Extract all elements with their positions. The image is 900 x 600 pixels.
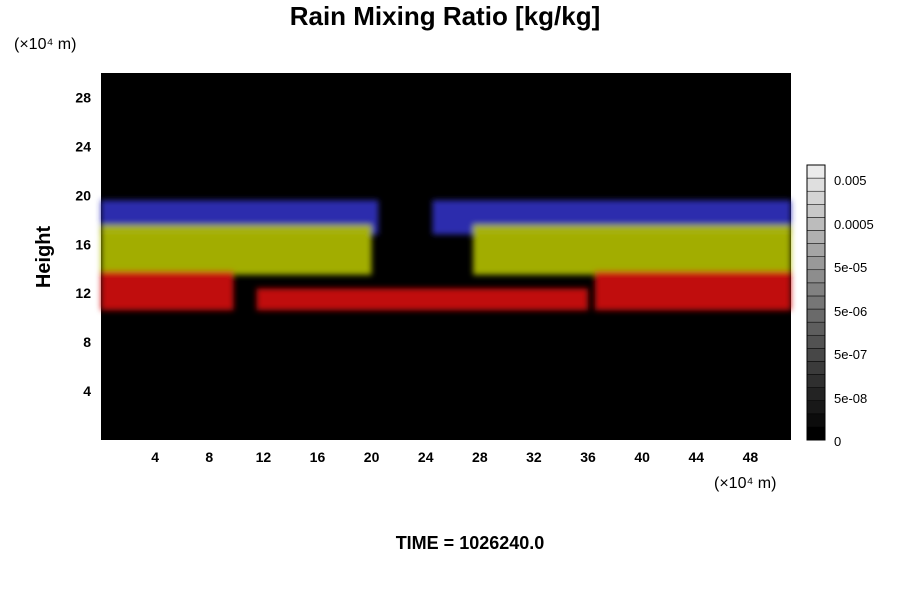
x-tick-label: 24 xyxy=(418,449,434,465)
field-layer-2-segment-1 xyxy=(594,271,791,311)
colorbar-tick-label: 0.005 xyxy=(834,173,867,188)
colorbar xyxy=(806,164,826,441)
field-layer-1-segment-1 xyxy=(473,224,791,275)
x-tick-label: 28 xyxy=(472,449,488,465)
x-tick-label: 20 xyxy=(364,449,380,465)
colorbar-level xyxy=(806,282,826,297)
colorbar-tick-label: 5e-06 xyxy=(834,304,867,319)
x-tick-label: 16 xyxy=(310,449,326,465)
colorbar-level xyxy=(806,177,826,192)
colorbar-level xyxy=(806,308,826,323)
colorbar-ticks: 0.005 0.0005 5e-05 5e-06 5e-07 5e-08 0 xyxy=(834,173,874,449)
colorbar-level xyxy=(806,190,826,205)
field-layers xyxy=(101,200,791,311)
x-tick-label: 4 xyxy=(151,449,159,465)
field-layer-3-segment-0 xyxy=(256,288,589,311)
y-tick-label: 16 xyxy=(75,236,91,252)
x-axis-ticks: 4 8 12 16 20 24 28 32 36 40 44 48 xyxy=(151,449,758,465)
x-tick-label: 36 xyxy=(580,449,596,465)
colorbar-level xyxy=(806,243,826,257)
colorbar-level xyxy=(806,348,826,362)
colorbar-level xyxy=(806,400,826,415)
colorbar-tick-label: 5e-07 xyxy=(834,347,867,362)
colorbar-tick-label: 5e-05 xyxy=(834,260,867,275)
x-tick-label: 48 xyxy=(743,449,759,465)
colorbar-level xyxy=(806,295,826,310)
chart-title: Rain Mixing Ratio [kg/kg] xyxy=(290,1,601,31)
colorbar-level xyxy=(806,413,826,428)
y-tick-label: 8 xyxy=(83,334,91,350)
colorbar-level xyxy=(806,256,826,271)
x-tick-label: 40 xyxy=(634,449,650,465)
y-tick-label: 4 xyxy=(83,383,91,399)
colorbar-level xyxy=(806,230,826,244)
colorbar-level xyxy=(806,164,826,179)
colorbar-level xyxy=(806,334,826,349)
time-label: TIME = 1026240.0 xyxy=(396,533,545,553)
y-axis-ticks: 4 8 12 16 20 24 28 xyxy=(75,89,91,399)
colorbar-level xyxy=(806,426,826,441)
x-tick-label: 8 xyxy=(205,449,213,465)
colorbar-tick-label: 5e-08 xyxy=(834,391,867,406)
x-tick-label: 44 xyxy=(689,449,705,465)
y-unit-label: (×10⁴ m) xyxy=(14,36,76,53)
colorbar-level xyxy=(806,217,826,231)
x-unit-label: (×10⁴ m) xyxy=(714,475,776,492)
colorbar-frame xyxy=(806,164,826,441)
field-layer-1-segment-0 xyxy=(101,224,372,275)
colorbar-level xyxy=(806,361,826,375)
colorbar-tick-label: 0 xyxy=(834,434,841,449)
x-tick-label: 12 xyxy=(256,449,272,465)
field-layer-2-segment-0 xyxy=(101,271,234,311)
y-tick-label: 28 xyxy=(75,89,91,105)
y-axis-label: Height xyxy=(33,226,55,289)
y-tick-label: 24 xyxy=(75,138,91,154)
colorbar-level xyxy=(806,204,826,218)
y-tick-label: 20 xyxy=(75,187,91,203)
colorbar-level xyxy=(806,321,826,336)
colorbar-level xyxy=(806,374,826,388)
colorbar-level xyxy=(806,269,826,284)
colorbar-level xyxy=(806,387,826,401)
colorbar-tick-label: 0.0005 xyxy=(834,217,874,232)
x-tick-label: 32 xyxy=(526,449,542,465)
y-tick-label: 12 xyxy=(75,285,91,301)
